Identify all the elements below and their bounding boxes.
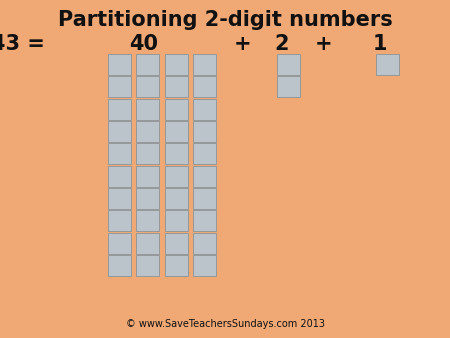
Bar <box>136 54 159 75</box>
Bar <box>108 255 131 276</box>
Text: +: + <box>315 34 333 54</box>
Bar <box>165 54 188 75</box>
Text: Partitioning 2-digit numbers: Partitioning 2-digit numbers <box>58 10 392 30</box>
Text: 2: 2 <box>274 34 288 54</box>
Bar <box>108 188 131 209</box>
Bar <box>136 121 159 142</box>
Bar <box>136 233 159 254</box>
Bar <box>193 121 216 142</box>
Bar <box>193 188 216 209</box>
Bar <box>165 143 188 164</box>
Bar <box>108 210 131 231</box>
Bar <box>108 166 131 187</box>
Bar <box>108 143 131 164</box>
Bar <box>165 99 188 120</box>
Bar <box>277 54 300 75</box>
Text: +: + <box>234 34 252 54</box>
Bar <box>165 255 188 276</box>
Bar <box>165 121 188 142</box>
Bar <box>277 76 300 97</box>
Bar <box>165 166 188 187</box>
Bar <box>136 99 159 120</box>
Bar <box>108 99 131 120</box>
Bar <box>165 210 188 231</box>
Text: 40: 40 <box>130 34 158 54</box>
Bar <box>136 188 159 209</box>
Bar <box>108 76 131 97</box>
Bar <box>193 210 216 231</box>
Bar <box>193 166 216 187</box>
Bar <box>108 233 131 254</box>
Bar <box>193 54 216 75</box>
Bar <box>165 76 188 97</box>
Bar <box>136 255 159 276</box>
Bar <box>193 143 216 164</box>
Bar <box>165 188 188 209</box>
Text: 43 =: 43 = <box>0 34 45 54</box>
Bar <box>193 255 216 276</box>
Bar <box>376 54 399 75</box>
Bar <box>136 76 159 97</box>
Text: 1: 1 <box>373 34 387 54</box>
Bar <box>136 166 159 187</box>
Bar <box>136 143 159 164</box>
Bar <box>193 233 216 254</box>
Bar <box>193 99 216 120</box>
Bar <box>108 121 131 142</box>
Bar <box>136 210 159 231</box>
Bar <box>165 233 188 254</box>
Text: © www.SaveTeachersSundays.com 2013: © www.SaveTeachersSundays.com 2013 <box>126 319 324 330</box>
Bar <box>108 54 131 75</box>
Bar <box>193 76 216 97</box>
